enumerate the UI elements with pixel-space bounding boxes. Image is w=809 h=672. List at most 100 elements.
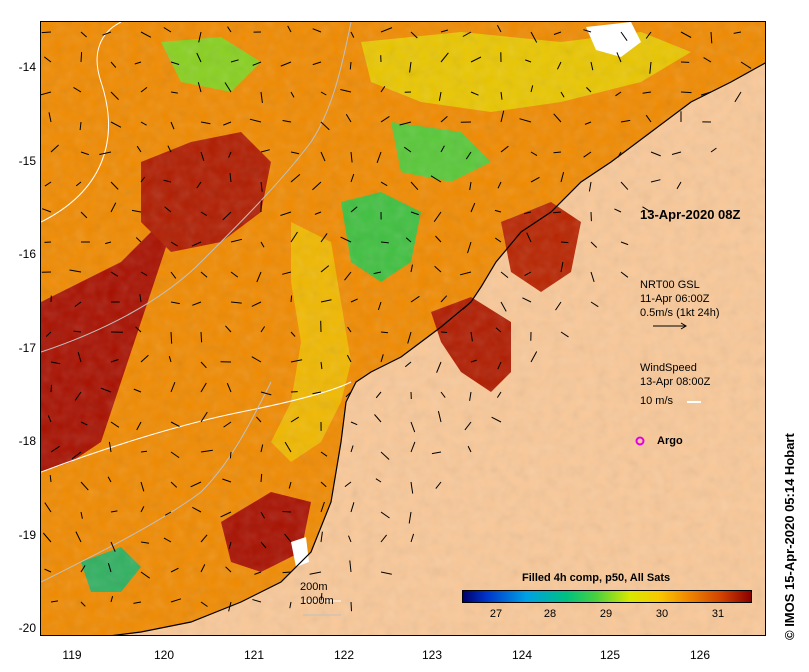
vector-arrow (282, 271, 292, 275)
vector-arrow (105, 241, 112, 245)
vector-arrow (260, 149, 270, 153)
vector-arrow (346, 354, 352, 363)
vector-arrow (100, 387, 112, 393)
vector-arrow (252, 61, 262, 66)
vector-arrow (200, 211, 208, 217)
vector-arrow (740, 61, 752, 69)
vector-arrow (110, 510, 118, 513)
vector-arrow (282, 571, 292, 574)
vector-arrow (380, 27, 393, 33)
vector-arrow (110, 121, 122, 128)
vector-arrow (164, 511, 172, 516)
vector-arrow (410, 31, 418, 39)
vector-arrow (80, 565, 86, 573)
vector-arrow (519, 118, 532, 123)
vector-arrow (110, 359, 119, 363)
vector-arrow (590, 61, 594, 71)
vector-arrow (140, 506, 145, 513)
vector-arrow (437, 410, 442, 423)
vector-arrow (380, 331, 389, 334)
vector-arrow (496, 24, 502, 33)
vector-arrow (380, 241, 389, 244)
vector-arrow (410, 264, 413, 273)
vector-arrow (200, 411, 208, 423)
vector-arrow (645, 31, 652, 39)
vector-arrow (110, 271, 119, 277)
vector-arrow (42, 208, 52, 213)
vector-arrow (377, 301, 382, 311)
vector-arrow (464, 421, 472, 431)
vector-arrow (407, 331, 412, 344)
vector-arrow (227, 26, 232, 33)
vector-arrow (252, 599, 262, 603)
vector-arrow (41, 91, 52, 96)
x-tick: 124 (511, 648, 533, 662)
vector-arrow (280, 211, 292, 216)
vector-arrow (320, 501, 325, 513)
vector-arrow (350, 151, 353, 163)
vector-arrow (350, 31, 355, 38)
vector-arrow (399, 121, 412, 126)
vector-arrow (350, 173, 355, 183)
vector-arrow (80, 211, 88, 219)
vector-arrow (49, 475, 52, 483)
vector-arrow (170, 121, 175, 130)
imos-credit: © IMOS 15-Apr-2020 05:14 Hobart (782, 433, 797, 640)
vector-arrow (108, 441, 112, 453)
vector-arrow (560, 241, 569, 244)
vector-arrow (553, 151, 562, 154)
vector-arrow (110, 202, 117, 213)
vector-arrow (380, 86, 386, 93)
vector-arrow (256, 271, 262, 283)
contour-200m (41, 22, 352, 473)
vector-arrow (80, 421, 88, 426)
vector-arrow (192, 506, 202, 513)
vector-arrow (320, 531, 323, 543)
vector-arrow (431, 451, 442, 455)
vector-arrow (470, 91, 479, 96)
x-tick: 119 (62, 648, 82, 662)
vector-arrow (497, 181, 502, 189)
vector-arrow (408, 511, 412, 524)
vector-arrow (139, 294, 142, 303)
vector-arrow (110, 595, 114, 603)
x-tick: 126 (689, 648, 711, 662)
vector-arrow (350, 206, 358, 213)
vector-arrow (347, 326, 352, 333)
vector-arrow (200, 564, 206, 573)
y-tick: -19 (18, 528, 36, 542)
vector-arrow (170, 241, 178, 247)
vector-arrow (349, 560, 352, 573)
vector-arrow (409, 61, 412, 73)
vector-arrow (320, 265, 330, 273)
colorbar-tick: 28 (543, 608, 557, 620)
vector-arrow (44, 568, 52, 573)
vector-arrow (110, 181, 119, 190)
vector-arrow (467, 241, 472, 254)
vector-arrow (170, 382, 176, 393)
vector-arrow (620, 31, 628, 41)
vector-arrow (226, 383, 232, 393)
vector-arrow (222, 478, 232, 483)
vector-arrow (74, 301, 82, 308)
colorbar-title: Filled 4h comp, p50, All Sats (522, 572, 671, 584)
vector-arrow (110, 91, 119, 100)
vector-arrow (228, 601, 232, 612)
vector-arrow (77, 352, 82, 363)
vector-arrow (671, 151, 682, 155)
vector-arrow (290, 359, 303, 363)
vector-arrow (314, 211, 322, 215)
vector-arrow (710, 147, 717, 153)
vector-arrow (134, 61, 142, 65)
vector-arrow (590, 301, 599, 308)
vector-arrow (225, 325, 232, 333)
vector-arrow (223, 421, 232, 428)
vector-arrow (75, 531, 82, 543)
colorbar-tick: 31 (711, 608, 725, 620)
vector-arrow (200, 271, 208, 278)
vector-arrow (287, 25, 292, 33)
vector-arrow (500, 271, 509, 278)
vector-arrow (500, 91, 503, 100)
colorbar-tick: 27 (489, 608, 503, 620)
vector-arrow (80, 481, 89, 491)
